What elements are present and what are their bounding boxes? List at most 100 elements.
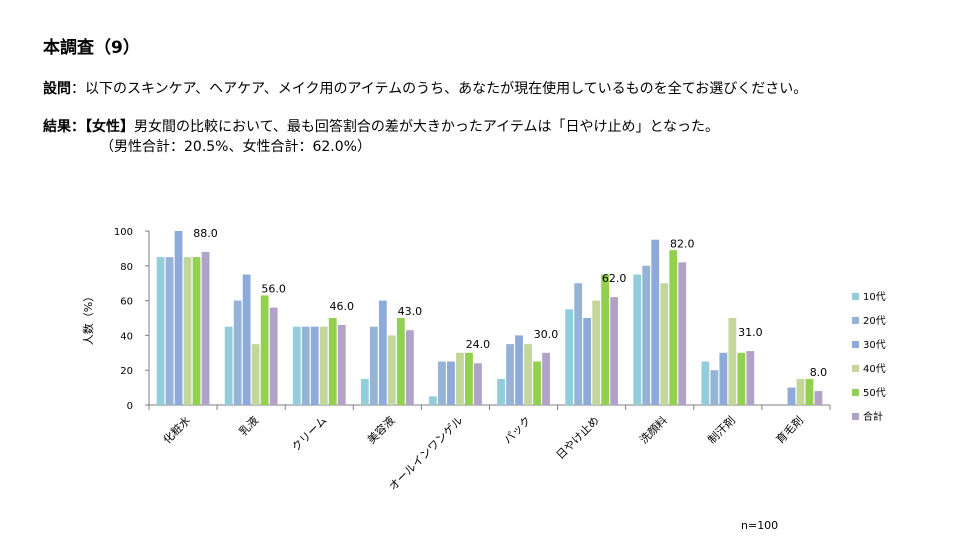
x-tick-label: 乳液 <box>236 413 261 438</box>
bar <box>524 344 532 405</box>
legend-swatch <box>852 413 859 420</box>
bar <box>292 326 301 405</box>
bar <box>405 330 414 405</box>
legend-swatch <box>852 317 859 324</box>
bar <box>701 361 710 405</box>
bar <box>396 318 405 405</box>
result-line: 結果：【女性】男女間の比較において、最も回答割合の差が大きかったアイテムは「日や… <box>43 116 719 136</box>
bar <box>814 391 823 405</box>
bar <box>456 352 464 405</box>
bar <box>301 326 310 405</box>
bar <box>156 257 165 405</box>
data-label: 62.0 <box>602 272 627 285</box>
x-tick-label: 美容液 <box>364 413 397 446</box>
bar <box>678 262 687 405</box>
legend-swatch <box>852 389 859 396</box>
bar <box>601 274 610 405</box>
result-subline: （男性合計：20.5%、女性合計：62.0%） <box>100 139 371 155</box>
page-title: 本調査（9） <box>43 38 140 58</box>
data-label: 31.0 <box>738 326 763 339</box>
bar <box>805 378 814 405</box>
bar <box>269 307 278 405</box>
bar <box>719 352 728 405</box>
result-text: 男女間の比較において、最も回答割合の差が大きかったアイテムは「日やけ止め」となっ… <box>134 119 720 135</box>
bar <box>192 257 201 405</box>
data-label: 43.0 <box>398 305 423 318</box>
result-label: 結果： <box>43 119 85 135</box>
x-tick-label: 洗顔料 <box>637 413 670 446</box>
legend-label: 合計 <box>863 410 883 423</box>
bar <box>542 352 550 405</box>
bar <box>465 352 473 405</box>
y-tick-label: 80 <box>120 262 133 273</box>
bar <box>474 363 482 405</box>
bar <box>201 251 210 405</box>
legend-label: 40代 <box>863 363 886 375</box>
legend-label: 30代 <box>863 339 886 351</box>
legend-label: 10代 <box>863 291 886 303</box>
bar <box>260 295 269 405</box>
bar <box>369 326 378 405</box>
bar <box>642 265 651 405</box>
legend-swatch <box>852 293 859 300</box>
data-label: 82.0 <box>670 237 695 250</box>
question-line: 設問：以下のスキンケア、ヘアケア、メイク用のアイテムのうち、あなたが現在使用して… <box>43 78 807 98</box>
bar <box>387 335 396 405</box>
bar <box>515 335 523 405</box>
bar <box>583 318 592 405</box>
bar <box>251 344 260 405</box>
bar <box>592 300 601 405</box>
y-axis-title: 人数（%） <box>82 291 95 345</box>
x-tick-label: 育毛剤 <box>773 413 806 446</box>
bar <box>737 352 746 405</box>
bar <box>378 300 387 405</box>
bar <box>429 396 437 405</box>
legend-label: 50代 <box>863 387 886 399</box>
data-label: 24.0 <box>466 338 491 351</box>
x-tick-label: クリーム <box>289 414 329 454</box>
bar <box>328 318 337 405</box>
data-label: 88.0 <box>193 227 218 240</box>
x-tick-label: パック <box>501 414 534 447</box>
y-tick-label: 100 <box>114 227 133 238</box>
bar <box>242 274 251 405</box>
bar <box>669 250 678 405</box>
question-label: 設問 <box>43 81 71 97</box>
bar <box>447 361 455 405</box>
bar <box>633 274 642 405</box>
x-tick-label: 化粧水 <box>160 413 193 446</box>
bar <box>506 344 514 405</box>
data-label: 8.0 <box>810 366 828 379</box>
bar <box>224 326 233 405</box>
legend-label: 20代 <box>863 315 886 327</box>
bar <box>796 378 805 405</box>
bar <box>574 283 583 405</box>
bar <box>360 378 369 405</box>
bar <box>787 387 796 405</box>
legend-swatch <box>852 365 859 372</box>
bar <box>183 257 192 405</box>
bar <box>651 239 660 405</box>
x-tick-label: オールインワンゲル <box>386 414 465 493</box>
y-tick-label: 0 <box>127 401 133 412</box>
question-separator: ： <box>71 81 85 97</box>
bar <box>746 351 755 405</box>
bar <box>174 231 183 405</box>
y-tick-label: 60 <box>120 297 133 308</box>
data-label: 46.0 <box>330 300 355 313</box>
bar <box>565 309 574 405</box>
legend-swatch <box>852 341 859 348</box>
bar <box>660 283 669 405</box>
x-tick-label: 制汗剤 <box>705 413 738 446</box>
bar <box>310 326 319 405</box>
bar <box>165 257 174 405</box>
bar <box>710 370 719 405</box>
bar <box>728 318 737 405</box>
question-text: 以下のスキンケア、ヘアケア、メイク用のアイテムのうち、あなたが現在使用しているも… <box>85 81 808 97</box>
bar <box>319 326 328 405</box>
result-tag: 【女性】 <box>85 119 134 135</box>
bar <box>337 324 346 405</box>
y-tick-label: 20 <box>120 366 133 377</box>
bar <box>533 361 541 405</box>
